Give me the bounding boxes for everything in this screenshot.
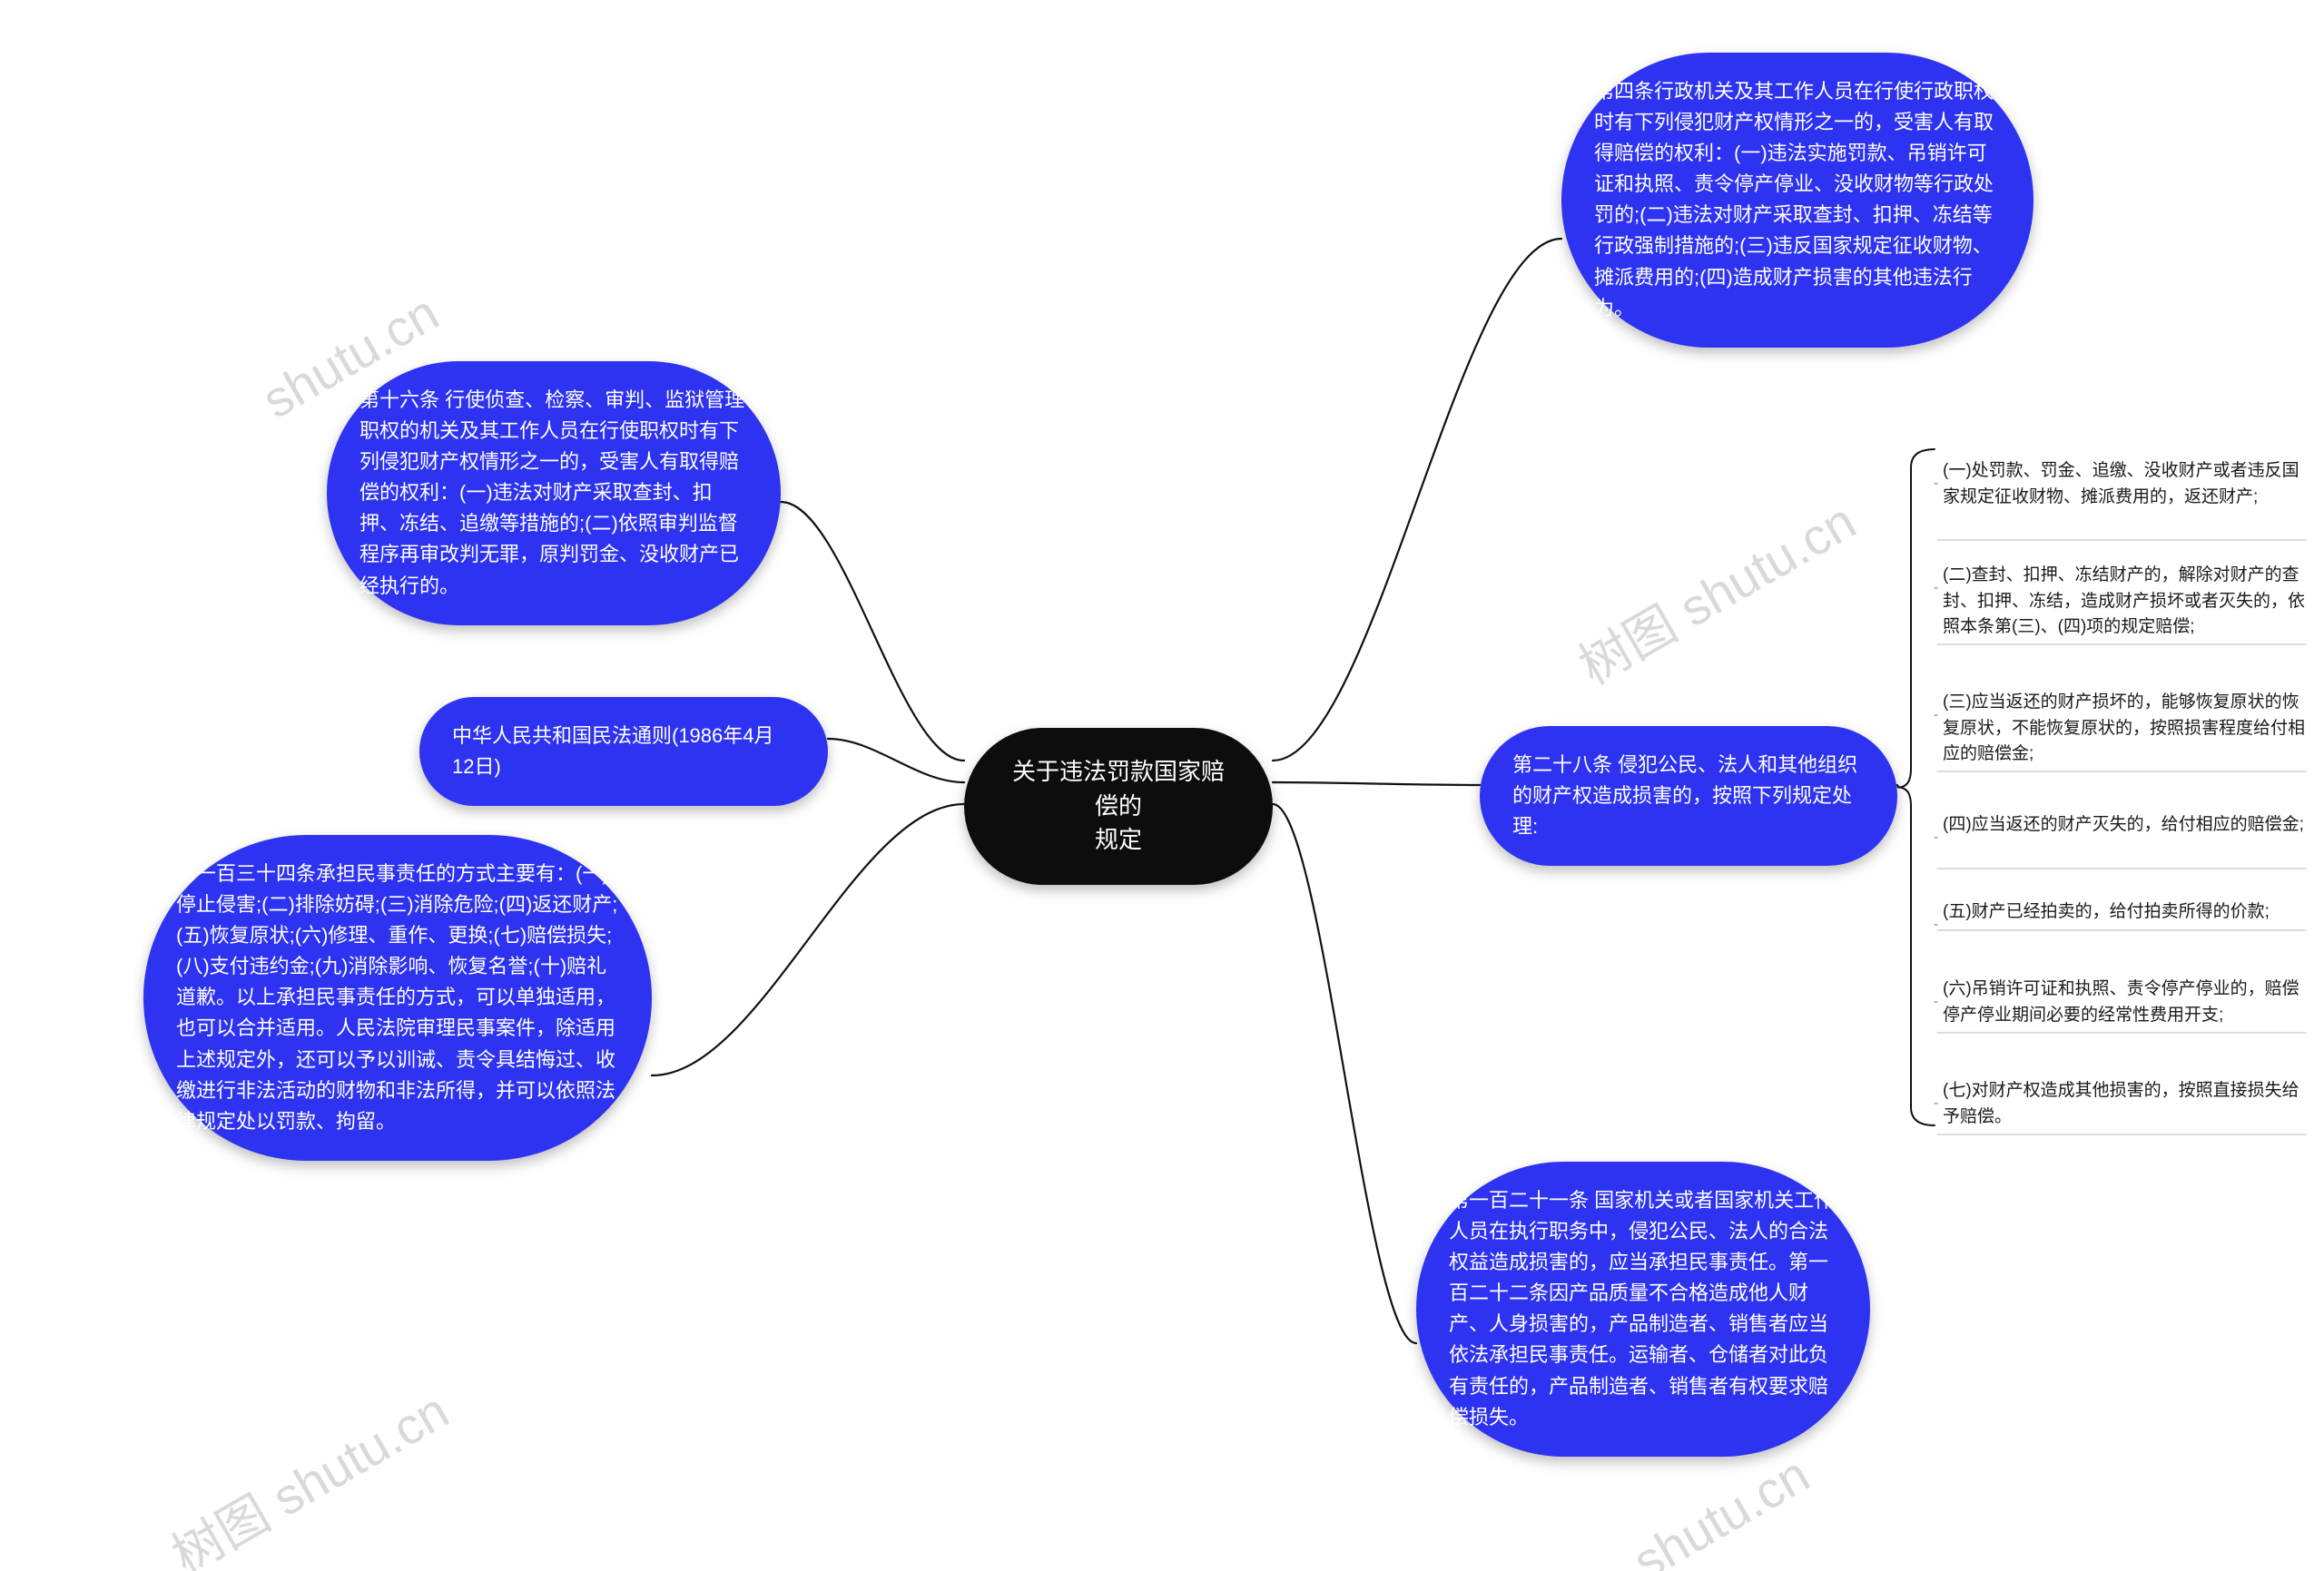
leaf-node[interactable]: (七)对财产权造成其他损害的，按照直接损失给予赔偿。 [1943,1078,2306,1130]
watermark: 树图 shutu.cn [156,1371,459,1571]
leaf-node[interactable]: (一)处罚款、罚金、追缴、没收财产或者违反国家规定征收财物、摊派费用的，返还财产… [1943,458,2306,510]
branch-node[interactable]: 第一百三十四条承担民事责任的方式主要有：(一)停止侵害;(二)排除妨碍;(三)消… [143,835,652,1161]
leaf-node[interactable]: (二)查封、扣押、冻结财产的，解除对财产的查封、扣押、冻结，造成财产损坏或者灭失… [1943,563,2306,641]
branch-node[interactable]: 第一百二十一条 国家机关或者国家机关工作人员在执行职务中，侵犯公民、法人的合法权… [1416,1162,1870,1457]
watermark: shutu.cn [1623,1444,1819,1571]
leaf-node[interactable]: (四)应当返还的财产灭失的，给付相应的赔偿金; [1943,812,2306,839]
center-node[interactable]: 关于违法罚款国家赔偿的规定 [964,728,1273,885]
leaf-node[interactable]: (三)应当返还的财产损坏的，能够恢复原状的恢复原状，不能恢复原状的，按照损害程度… [1943,690,2306,768]
mindmap-canvas: shutu.cn树图 shutu.cn树图 shutu.cnshutu.cn关于… [0,0,2324,1571]
branch-node[interactable]: 中华人民共和国民法通则(1986年4月12日) [419,697,828,806]
leaf-node[interactable]: (五)财产已经拍卖的，给付拍卖所得的价款; [1943,899,2306,926]
branch-node[interactable]: 第二十八条 侵犯公民、法人和其他组织的财产权造成损害的，按照下列规定处理: [1480,726,1897,866]
branch-node[interactable]: 第四条行政机关及其工作人员在行使行政职权时有下列侵犯财产权情形之一的，受害人有取… [1561,53,2034,348]
branch-node[interactable]: 第十六条 行使侦查、检察、审判、监狱管理职权的机关及其工作人员在行使职权时有下列… [327,361,781,625]
leaf-node[interactable]: (六)吊销许可证和执照、责令停产停业的，赔偿停产停业期间必要的经常性费用开支; [1943,977,2306,1028]
watermark: 树图 shutu.cn [1563,482,1866,700]
